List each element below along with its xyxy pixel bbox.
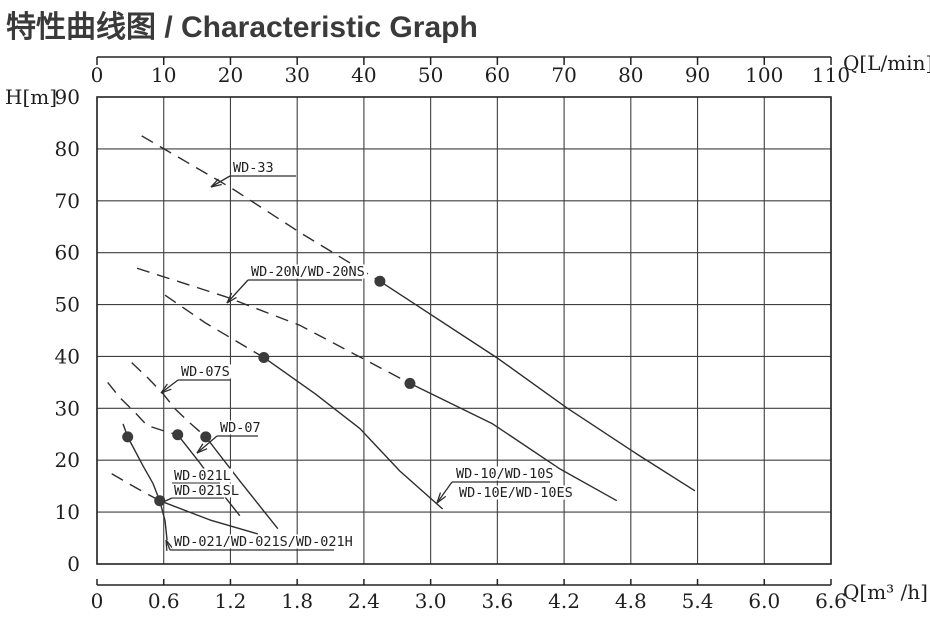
- data-point-dot: [404, 377, 416, 389]
- svg-text:3.6: 3.6: [481, 589, 513, 613]
- data-point-dot: [172, 429, 184, 441]
- curve-label-wd-07s: WD-07S: [160, 364, 232, 394]
- data-point-dot: [200, 431, 212, 443]
- svg-text:3.0: 3.0: [415, 589, 447, 613]
- data-point-dot: [258, 351, 270, 363]
- page-title: 特性曲线图 / Characteristic Graph: [6, 11, 478, 44]
- svg-text:5.4: 5.4: [682, 589, 714, 613]
- svg-text:WD-33: WD-33: [233, 160, 274, 176]
- curve-wd-021-wd-021s-wd-021h: [122, 423, 168, 541]
- svg-text:90: 90: [55, 85, 80, 109]
- svg-text:4.8: 4.8: [615, 589, 647, 613]
- svg-text:50: 50: [418, 63, 443, 87]
- svg-text:WD-10/WD-10S: WD-10/WD-10S: [456, 466, 554, 482]
- svg-text:WD-021L: WD-021L: [174, 468, 231, 484]
- svg-text:70: 70: [55, 189, 80, 213]
- svg-text:2.4: 2.4: [348, 589, 380, 613]
- svg-text:60: 60: [55, 241, 80, 265]
- curve-wd-20n-wd-20ns: [136, 267, 618, 502]
- svg-text:20: 20: [218, 63, 243, 87]
- curve-wd-10-wd-10s-wd-10e-wd-10es: [164, 294, 444, 510]
- svg-text:30: 30: [55, 396, 80, 420]
- svg-text:50: 50: [55, 293, 80, 317]
- curve-wd-07s: [131, 362, 279, 530]
- svg-text:30: 30: [284, 63, 309, 87]
- plot-border: [96, 96, 832, 565]
- svg-text:0: 0: [91, 63, 104, 87]
- svg-text:WD-07: WD-07: [220, 420, 261, 436]
- svg-text:6.0: 6.0: [748, 589, 780, 613]
- curve-wd-021l-wd-021sl: [111, 473, 259, 535]
- svg-text:0.6: 0.6: [148, 589, 180, 613]
- svg-text:40: 40: [351, 63, 376, 87]
- curve-label-wd-20n-wd-20ns: WD-20N/WD-20NS: [226, 264, 368, 304]
- data-point-dot: [374, 275, 386, 287]
- svg-text:70: 70: [551, 63, 576, 87]
- curve-label-wd-021-wd-021s-wd-021h: WD-021/WD-021S/WD-021H: [165, 534, 356, 552]
- svg-text:0: 0: [67, 552, 80, 576]
- svg-text:4.2: 4.2: [548, 589, 580, 613]
- curve-label-wd-07: WD-07: [196, 420, 263, 454]
- svg-text:Q[m³ /h]: Q[m³ /h]: [843, 580, 928, 604]
- data-point-dot: [154, 495, 166, 507]
- svg-text:0: 0: [91, 589, 104, 613]
- svg-text:1.2: 1.2: [215, 589, 247, 613]
- svg-text:6.6: 6.6: [815, 589, 847, 613]
- svg-text:110: 110: [812, 63, 850, 87]
- curve-wd-33: [141, 135, 696, 492]
- svg-text:WD-07S: WD-07S: [181, 364, 230, 380]
- curve-label-wd-10-wd-10s-wd-10e-wd-10es: WD-10/WD-10S WD-10E/WD-10ES: [436, 466, 576, 504]
- svg-text:40: 40: [55, 344, 80, 368]
- svg-text:60: 60: [485, 63, 510, 87]
- svg-text:80: 80: [55, 137, 80, 161]
- svg-text:10: 10: [151, 63, 176, 87]
- bottom-axis: 0 0.6 1.2 1.8 2.4 3.0 3.6 4.2 4.8 5.4 6.0 6.6Q[m³ /…: [91, 579, 928, 613]
- svg-text:20: 20: [55, 448, 80, 472]
- svg-text:10: 10: [55, 500, 80, 524]
- svg-text:80: 80: [618, 63, 643, 87]
- svg-text:Q[L/min]: Q[L/min]: [843, 51, 930, 75]
- data-point-dot: [122, 431, 134, 443]
- left-axis: H[m]90 80 70 60 50 40 30 20 10 0: [5, 85, 80, 576]
- svg-text:H[m]: H[m]: [5, 85, 57, 109]
- svg-text:WD-20N/WD-20NS: WD-20N/WD-20NS: [251, 264, 365, 280]
- svg-text:WD-021/WD-021S/WD-021H: WD-021/WD-021S/WD-021H: [174, 534, 353, 550]
- svg-text:WD-10E/WD-10ES: WD-10E/WD-10ES: [459, 485, 573, 501]
- svg-text:1.8: 1.8: [281, 589, 313, 613]
- svg-text:90: 90: [685, 63, 710, 87]
- svg-text:100: 100: [745, 63, 783, 87]
- curve-label-wd-33: WD-33: [210, 160, 296, 188]
- svg-text:WD-021SL: WD-021SL: [174, 483, 239, 499]
